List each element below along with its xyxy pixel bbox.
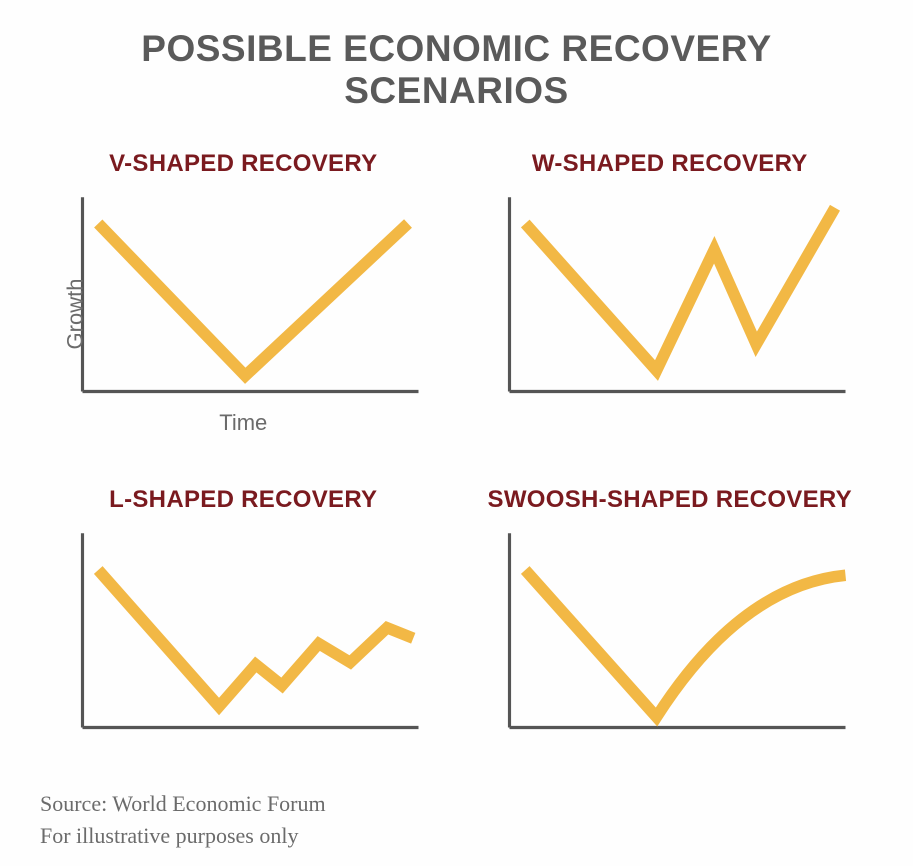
x-axis-label: Time (50, 410, 437, 436)
footer: Source: World Economic Forum For illustr… (40, 788, 873, 852)
chart-grid: V-SHAPED RECOVERY Growth Time W-SHAPED R… (40, 150, 873, 738)
panel-l: L-SHAPED RECOVERY (50, 486, 437, 738)
panel-title-w: W-SHAPED RECOVERY (477, 150, 864, 178)
panel-w: W-SHAPED RECOVERY (477, 150, 864, 436)
page-title: POSSIBLE ECONOMIC RECOVERY SCENARIOS (40, 28, 873, 112)
panel-title-v: V-SHAPED RECOVERY (50, 150, 437, 178)
chart-wrap-w (477, 192, 864, 402)
chart-wrap-l (50, 528, 437, 738)
chart-wrap-v: Growth Time (50, 192, 437, 436)
y-axis-label: Growth (62, 279, 88, 350)
chart-swoosh (477, 528, 857, 738)
panel-v: V-SHAPED RECOVERY Growth Time (50, 150, 437, 436)
panel-title-swoosh: SWOOSH-SHAPED RECOVERY (477, 486, 864, 514)
panel-title-l: L-SHAPED RECOVERY (50, 486, 437, 514)
footer-note: For illustrative purposes only (40, 820, 873, 852)
chart-v (50, 192, 430, 402)
chart-wrap-swoosh (477, 528, 864, 738)
chart-l (50, 528, 430, 738)
chart-w (477, 192, 857, 402)
footer-source: Source: World Economic Forum (40, 788, 873, 820)
panel-swoosh: SWOOSH-SHAPED RECOVERY (477, 486, 864, 738)
